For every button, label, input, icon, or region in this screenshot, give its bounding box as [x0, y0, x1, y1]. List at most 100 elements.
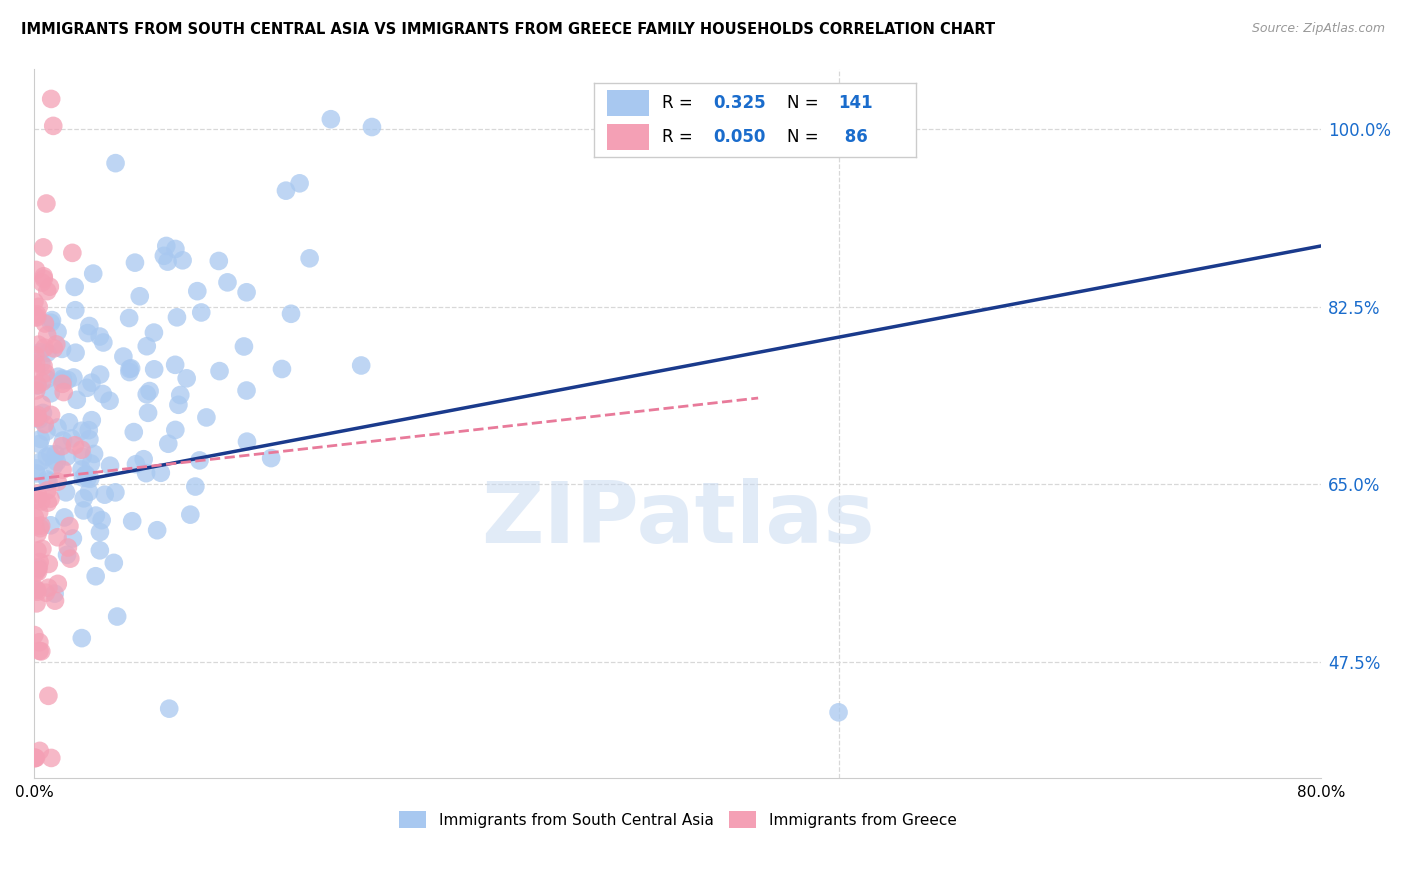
Point	[31, 541, 53, 556]
Point	[28, 635, 51, 649]
Point	[28, 505, 51, 519]
Point	[27, 410, 49, 425]
Point	[37, 581, 59, 595]
Point	[319, 112, 342, 127]
Point	[80, 376, 103, 390]
Point	[46, 577, 69, 591]
Point	[274, 184, 297, 198]
Point	[35, 473, 58, 487]
Point	[53, 510, 76, 524]
Point	[235, 384, 257, 398]
Point	[37, 483, 59, 498]
Point	[288, 177, 311, 191]
Point	[112, 350, 135, 364]
Point	[52, 371, 75, 385]
Point	[190, 305, 212, 319]
Point	[35, 372, 58, 386]
Point	[52, 463, 75, 477]
Point	[30, 518, 52, 533]
Point	[157, 701, 180, 715]
Point	[232, 339, 254, 353]
Point	[25, 751, 48, 765]
Point	[45, 447, 67, 461]
Point	[179, 508, 201, 522]
Point	[28, 412, 51, 426]
Point	[24, 582, 46, 596]
Point	[271, 362, 294, 376]
Point	[118, 362, 141, 376]
Point	[172, 253, 194, 268]
Point	[25, 307, 48, 321]
Point	[217, 276, 239, 290]
Point	[65, 303, 87, 318]
Point	[46, 325, 69, 339]
Point	[27, 561, 49, 575]
Point	[143, 362, 166, 376]
Point	[24, 310, 46, 325]
Point	[89, 329, 111, 343]
Point	[77, 484, 100, 499]
Point	[260, 451, 283, 466]
Point	[25, 583, 48, 598]
Point	[79, 432, 101, 446]
Point	[62, 370, 84, 384]
Point	[52, 385, 75, 400]
Point	[124, 255, 146, 269]
Point	[42, 342, 65, 356]
Point	[25, 363, 48, 377]
Legend: Immigrants from South Central Asia, Immigrants from Greece: Immigrants from South Central Asia, Immi…	[392, 805, 963, 834]
Point	[104, 156, 127, 170]
Point	[51, 342, 73, 356]
Point	[63, 280, 86, 294]
Point	[120, 361, 142, 376]
Point	[30, 454, 52, 468]
Point	[32, 406, 55, 420]
Point	[138, 384, 160, 398]
Text: Source: ZipAtlas.com: Source: ZipAtlas.com	[1251, 22, 1385, 36]
Point	[24, 751, 46, 765]
Point	[84, 508, 107, 523]
Point	[39, 316, 62, 330]
Point	[27, 486, 49, 500]
Point	[32, 271, 55, 285]
Point	[37, 475, 59, 489]
Point	[184, 479, 207, 493]
Point	[25, 461, 48, 475]
Point	[70, 462, 93, 476]
Point	[76, 381, 98, 395]
Point	[35, 585, 58, 599]
Point	[46, 475, 69, 489]
Text: IMMIGRANTS FROM SOUTH CENTRAL ASIA VS IMMIGRANTS FROM GREECE FAMILY HOUSEHOLDS C: IMMIGRANTS FROM SOUTH CENTRAL ASIA VS IM…	[21, 22, 995, 37]
Point	[169, 388, 191, 402]
Point	[52, 434, 75, 448]
Point	[27, 492, 49, 507]
Point	[25, 310, 48, 325]
Point	[298, 252, 321, 266]
Point	[103, 556, 125, 570]
Point	[72, 450, 94, 464]
Point	[44, 593, 66, 607]
Point	[153, 249, 176, 263]
Point	[51, 376, 73, 391]
Point	[135, 339, 157, 353]
Point	[56, 541, 79, 555]
Point	[30, 345, 52, 359]
Point	[79, 472, 101, 486]
Point	[132, 452, 155, 467]
Point	[80, 457, 103, 471]
Point	[84, 569, 107, 583]
Point	[72, 503, 94, 517]
Point	[34, 366, 56, 380]
Point	[77, 423, 100, 437]
Point	[52, 373, 75, 387]
Point	[70, 442, 93, 457]
Point	[89, 543, 111, 558]
Point	[149, 466, 172, 480]
Point	[89, 525, 111, 540]
Point	[167, 398, 190, 412]
Point	[27, 526, 49, 541]
Point	[56, 450, 79, 464]
Text: ZIPatlas: ZIPatlas	[481, 478, 875, 561]
Point	[93, 335, 115, 350]
Point	[30, 356, 52, 370]
